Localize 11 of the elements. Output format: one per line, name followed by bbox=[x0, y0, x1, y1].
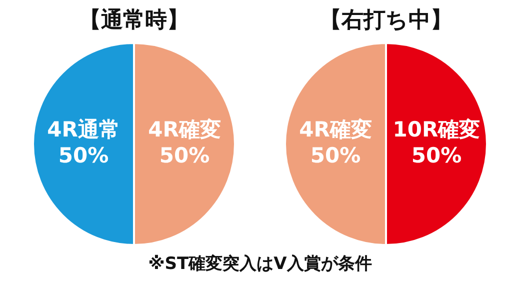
text: ※ST確変突入はV入賞が条件 bbox=[147, 253, 373, 275]
slice-label: 4R確変 bbox=[299, 117, 372, 142]
slice-label: 4R通常 bbox=[47, 117, 120, 142]
data-label: 50% bbox=[159, 143, 210, 168]
chart-title: 【通常時】 bbox=[78, 7, 190, 35]
slice-label: 4R確変 bbox=[148, 117, 221, 142]
data-label: 50% bbox=[310, 143, 361, 168]
chart-title: 【右打ち中】 bbox=[318, 7, 454, 35]
data-label: 50% bbox=[411, 143, 462, 168]
slice-label: 10R確変 bbox=[392, 117, 480, 142]
data-label: 50% bbox=[58, 143, 109, 168]
